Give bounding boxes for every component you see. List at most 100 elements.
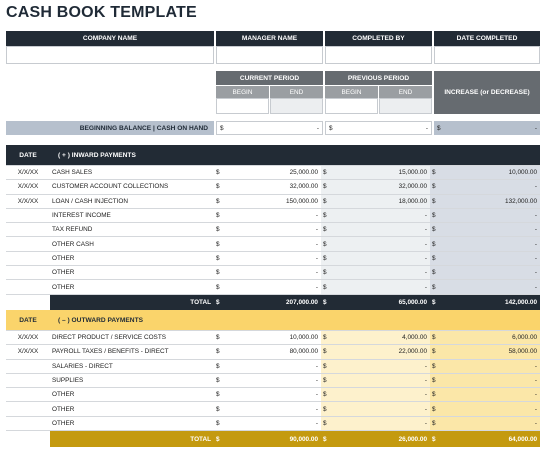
row-date[interactable] [6,401,50,417]
currency-symbol: $ [430,251,440,267]
row-date[interactable] [6,373,50,389]
currency-symbol: $ [430,236,440,252]
row-current-value[interactable]: - [224,236,321,252]
row-previous-value[interactable]: - [331,208,430,224]
row-previous-value[interactable]: - [331,222,430,238]
currency-symbol: $ [430,330,440,346]
row-previous-value[interactable]: - [331,265,430,281]
currency-symbol: $ [214,401,224,417]
row-label[interactable]: OTHER [50,401,214,417]
row-current-value[interactable]: - [224,359,321,374]
row-date[interactable] [6,208,50,224]
row-current-value[interactable]: - [224,373,321,389]
row-current-value[interactable]: - [224,222,321,238]
row-date[interactable] [6,236,50,252]
currency-symbol: $ [430,194,440,209]
date-completed-field[interactable] [434,46,540,64]
completed-by-field[interactable] [325,46,432,64]
previous-begin-field[interactable] [325,98,378,114]
row-current-value[interactable]: 10,000.00 [224,330,321,346]
row-label[interactable]: OTHER [50,251,214,267]
table-row: X/X/XX DIRECT PRODUCT / SERVICE COSTS $10,… [6,330,541,346]
row-label[interactable]: OTHER [50,279,214,295]
current-begin-field[interactable] [216,98,269,114]
row-label[interactable]: LOAN / CASH INJECTION [50,194,214,209]
row-change-value: - [440,416,541,432]
balance-current[interactable]: $ - [216,121,323,135]
row-current-value[interactable]: - [224,387,321,403]
row-date[interactable]: X/X/XX [6,330,50,346]
row-previous-value[interactable]: 18,000.00 [331,194,430,209]
currency-symbol: $ [321,330,331,346]
row-previous-value[interactable]: - [331,373,430,389]
row-date[interactable]: X/X/XX [6,165,50,181]
company-name-field[interactable] [6,46,214,64]
row-date[interactable] [6,265,50,281]
row-current-value[interactable]: - [224,265,321,281]
table-row: OTHER $ - $ - $ - [6,251,541,267]
current-begin-label: BEGIN [216,86,269,98]
row-current-value[interactable]: - [224,208,321,224]
row-previous-value[interactable]: 22,000.00 [331,344,430,360]
row-current-value[interactable]: - [224,416,321,432]
row-date[interactable] [6,387,50,403]
currency-symbol: $ [321,179,331,195]
row-date[interactable] [6,222,50,238]
row-previous-value[interactable]: - [331,251,430,267]
row-label[interactable]: OTHER [50,265,214,281]
row-change-value: - [440,265,541,281]
current-end-field[interactable] [270,98,323,114]
row-current-value[interactable]: 25,000.00 [224,165,321,181]
row-previous-value[interactable]: 4,000.00 [331,330,430,346]
row-current-value[interactable]: 80,000.00 [224,344,321,360]
row-label[interactable]: OTHER [50,416,214,432]
table-row: OTHER $ - $ - $ - [6,265,541,281]
currency-symbol: $ [321,430,331,448]
row-label[interactable]: PAYROLL TAXES / BENEFITS - DIRECT [50,344,214,360]
row-date[interactable]: X/X/XX [6,344,50,360]
row-date[interactable]: X/X/XX [6,179,50,195]
row-previous-value[interactable]: - [331,359,430,374]
row-date[interactable] [6,251,50,267]
currency-symbol: $ [430,344,440,360]
table-row: X/X/XX LOAN / CASH INJECTION $150,000.00 $1… [6,194,541,209]
row-previous-value[interactable]: - [331,401,430,417]
row-current-value[interactable]: - [224,279,321,295]
row-date[interactable]: X/X/XX [6,194,50,209]
manager-name-field[interactable] [216,46,323,64]
row-previous-value[interactable]: - [331,236,430,252]
row-label[interactable]: CASH SALES [50,165,214,181]
row-current-value[interactable]: 32,000.00 [224,179,321,195]
row-label[interactable]: DIRECT PRODUCT / SERVICE COSTS [50,330,214,346]
balance-previous[interactable]: $ - [325,121,432,135]
beginning-balance-label: BEGINNING BALANCE | CASH ON HAND [6,121,214,135]
row-current-value[interactable]: - [224,401,321,417]
row-current-value[interactable]: - [224,251,321,267]
row-change-value: 10,000.00 [440,165,541,181]
row-previous-value[interactable]: - [331,387,430,403]
row-current-value[interactable]: 150,000.00 [224,194,321,209]
row-label[interactable]: SUPPLIES [50,373,214,389]
currency-symbol: $ [321,251,331,267]
row-label[interactable]: OTHER [50,387,214,403]
row-change-value: - [440,401,541,417]
inward-date-header: DATE [6,145,50,166]
row-label[interactable]: CUSTOMER ACCOUNT COLLECTIONS [50,179,214,195]
row-label[interactable]: SALARIES - DIRECT [50,359,214,374]
row-previous-value[interactable]: - [331,416,430,432]
row-previous-value[interactable]: - [331,279,430,295]
row-date[interactable] [6,279,50,295]
row-label[interactable]: INTEREST INCOME [50,208,214,224]
date-completed-header: DATE COMPLETED [434,31,540,46]
row-previous-value[interactable]: 32,000.00 [331,179,430,195]
row-label[interactable]: TAX REFUND [50,222,214,238]
row-date[interactable] [6,359,50,374]
previous-end-field[interactable] [379,98,432,114]
table-row: TAX REFUND $ - $ - $ - [6,222,541,238]
inward-total-change: 142,000.00 [440,294,541,311]
row-label[interactable]: OTHER CASH [50,236,214,252]
row-previous-value[interactable]: 15,000.00 [331,165,430,181]
currency-symbol: $ [430,430,440,448]
currency-symbol: $ [214,359,224,374]
row-date[interactable] [6,416,50,432]
